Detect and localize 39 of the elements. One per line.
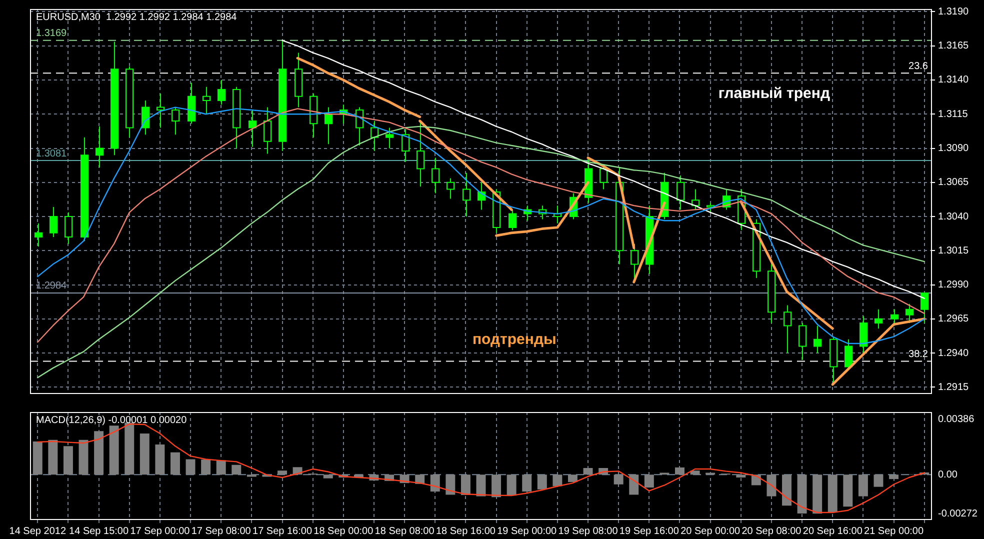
y-tick-label: 1.3090 <box>938 143 970 154</box>
x-tick-label: 20 Sep 16:00 <box>802 526 863 537</box>
x-tick-label: 19 Sep 16:00 <box>619 526 680 537</box>
x-tick-label: 20 Sep 08:00 <box>742 526 802 537</box>
y-tick-label: -0.00272 <box>938 508 978 520</box>
y-tick-label: 1.3065 <box>938 177 970 188</box>
y-tick-label: 0.00 <box>938 469 958 480</box>
annotation: 23.6 <box>908 60 928 72</box>
x-tick-label: 20 Sep 00:00 <box>680 526 741 537</box>
x-tick-label: 19 Sep 00:00 <box>497 526 558 537</box>
x-tick-label: 21 Sep 00:00 <box>864 526 924 537</box>
y-tick-label: 0.00386 <box>938 414 975 425</box>
annotation: подтренды <box>472 331 556 348</box>
x-tick-label: 14 Sep 2012 <box>9 526 66 537</box>
x-tick-label: 18 Sep 08:00 <box>374 526 435 537</box>
annotation: 38.2 <box>908 348 928 360</box>
x-tick-label: 18 Sep 00:00 <box>314 526 374 537</box>
y-tick-label: 1.3140 <box>938 74 970 86</box>
ref-line-label: 1.3081 <box>36 148 68 160</box>
y-tick-label: 1.2965 <box>938 314 970 325</box>
chart-title: EURUSD,M30 1.2992 1.2992 1.2984 1.2984 <box>36 12 238 23</box>
y-tick-label: 1.3115 <box>938 108 968 120</box>
y-tick-label: 1.3015 <box>938 245 970 256</box>
y-tick-label: 1.3165 <box>938 40 970 52</box>
y-tick-label: 1.3190 <box>938 6 970 18</box>
y-tick-label: 1.2940 <box>938 348 970 359</box>
ref-line-label: 1.3169 <box>36 28 68 40</box>
x-tick-label: 18 Sep 16:00 <box>436 526 496 537</box>
x-tick-label: 17 Sep 08:00 <box>191 526 252 537</box>
ref-line-label: 1.2984 <box>36 280 68 292</box>
x-tick-label: 19 Sep 08:00 <box>558 526 618 537</box>
x-tick-label: 17 Sep 16:00 <box>252 526 312 537</box>
x-tick-label: 17 Sep 00:00 <box>130 526 190 537</box>
x-tick-label: 14 Sep 15:00 <box>69 526 129 537</box>
y-tick-label: 1.2915 <box>938 382 970 393</box>
chart-title: MACD(12,26,9) -0.00001 0.00020 <box>36 414 188 426</box>
y-tick-label: 1.2990 <box>938 280 970 291</box>
y-tick-label: 1.3040 <box>938 211 970 222</box>
annotation: главный тренд <box>718 84 830 102</box>
